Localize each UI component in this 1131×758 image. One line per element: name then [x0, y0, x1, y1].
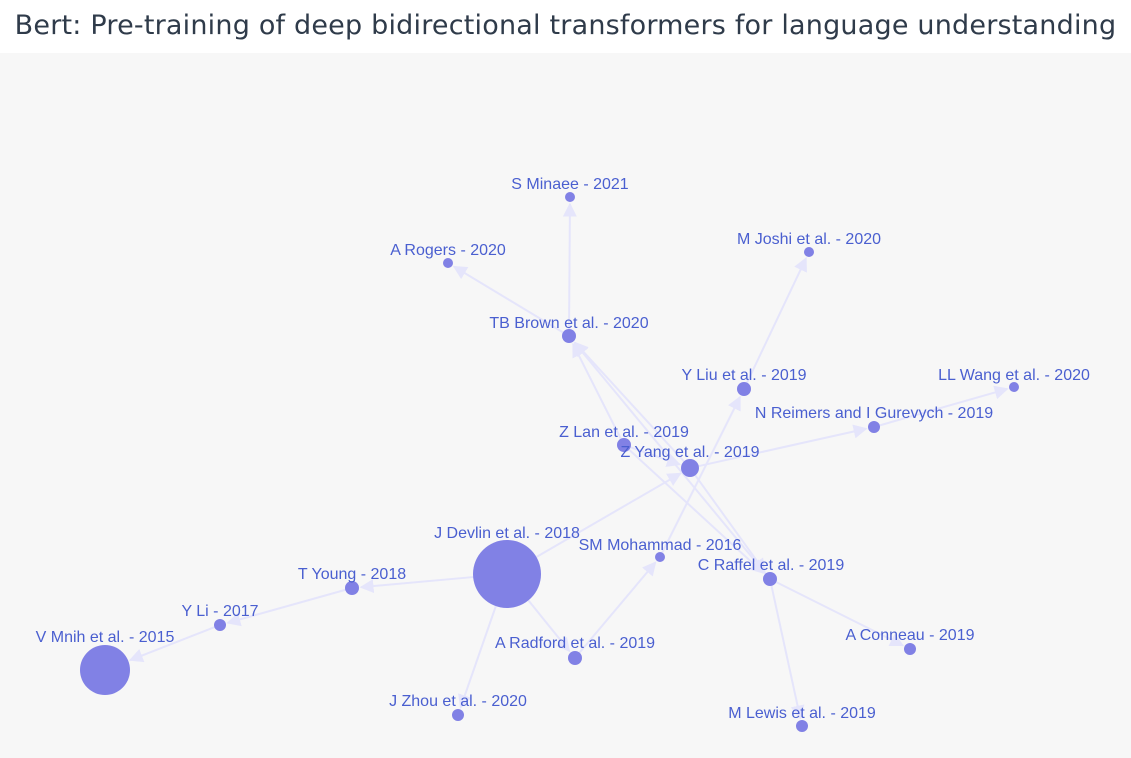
edge-lan-to-raffel — [628, 448, 765, 574]
edge-yang-to-reimers — [698, 424, 868, 468]
node-label-lan: Z Lan et al. - 2019 — [559, 424, 689, 441]
node-lan[interactable] — [617, 438, 631, 452]
edge-yang-to-raffel — [694, 474, 766, 573]
chart-title: Bert: Pre-training of deep bidirectional… — [14, 10, 1117, 41]
node-brown[interactable] — [562, 329, 576, 343]
edge-devlin-to-zhou — [458, 605, 497, 709]
edge-reimers-to-wang — [879, 385, 1009, 427]
edge-li-to-mnih — [128, 626, 215, 663]
node-label-mnih: V Mnih et al. - 2015 — [36, 629, 175, 646]
node-label-minaee: S Minaee - 2021 — [511, 176, 629, 193]
node-radford[interactable] — [568, 651, 582, 665]
node-wang[interactable] — [1009, 382, 1019, 392]
node-label-radford: A Radford et al. - 2019 — [495, 635, 655, 652]
edge-mohammad-to-liu — [661, 395, 741, 553]
edge-devlin-to-radford — [527, 599, 571, 653]
citation-graph: J Devlin et al. - 2018 V Mnih et al. - 20… — [36, 176, 1090, 732]
edge-raffel-to-conneau — [775, 581, 905, 647]
node-label-reimers: N Reimers and I Gurevych - 2019 — [755, 405, 993, 422]
node-label-devlin: J Devlin et al. - 2018 — [434, 525, 580, 542]
node-reimers[interactable] — [868, 421, 880, 433]
node-label-liu: Y Liu et al. - 2019 — [681, 367, 806, 384]
node-yang[interactable] — [681, 459, 699, 477]
node-label-joshi: M Joshi et al. - 2020 — [737, 231, 881, 248]
node-label-zhou: J Zhou et al. - 2020 — [389, 693, 527, 710]
edge-young-to-li — [226, 588, 346, 627]
edge-raffel-to-lewis — [770, 585, 805, 720]
node-minaee[interactable] — [565, 192, 575, 202]
node-label-li: Y Li - 2017 — [181, 603, 258, 620]
nodes-layer — [80, 192, 1019, 732]
node-conneau[interactable] — [904, 643, 916, 655]
node-label-wang: LL Wang et al. - 2020 — [938, 367, 1090, 384]
node-label-raffel: C Raffel et al. - 2019 — [698, 557, 845, 574]
node-label-lewis: M Lewis et al. - 2019 — [728, 705, 876, 722]
node-label-conneau: A Conneau - 2019 — [846, 627, 975, 644]
node-label-mohammad: SM Mohammad - 2016 — [579, 537, 742, 554]
node-raffel[interactable] — [763, 572, 777, 586]
edge-devlin-to-yang — [535, 472, 682, 558]
node-joshi[interactable] — [804, 247, 814, 257]
node-label-yang: Z Yang et al. - 2019 — [620, 444, 759, 461]
edges-layer — [128, 202, 1009, 720]
node-li[interactable] — [214, 619, 226, 631]
node-label-rogers: A Rogers - 2020 — [390, 242, 506, 259]
node-label-brown: TB Brown et al. - 2020 — [489, 315, 648, 332]
node-young[interactable] — [345, 581, 359, 595]
edge-yang-to-brown — [574, 341, 685, 463]
labels-layer: J Devlin et al. - 2018 V Mnih et al. - 20… — [36, 176, 1090, 722]
edge-lan-to-yang — [630, 446, 681, 467]
node-liu[interactable] — [737, 382, 751, 396]
edge-liu-to-joshi — [746, 257, 807, 384]
edge-devlin-to-young — [359, 576, 474, 594]
edge-lan-to-brown — [572, 342, 622, 440]
node-rogers[interactable] — [443, 258, 453, 268]
node-mohammad[interactable] — [655, 552, 665, 562]
edge-brown-to-minaee — [562, 202, 577, 330]
node-lewis[interactable] — [796, 720, 808, 732]
node-mnih[interactable] — [80, 645, 130, 695]
edge-brown-to-rogers — [452, 265, 564, 334]
graph-plot-area: J Devlin et al. - 2018 V Mnih et al. - 20… — [0, 53, 1131, 758]
node-zhou[interactable] — [452, 709, 464, 721]
node-label-young: T Young - 2018 — [298, 566, 406, 583]
edge-radford-to-mohammad — [578, 561, 657, 654]
node-devlin[interactable] — [473, 540, 541, 608]
